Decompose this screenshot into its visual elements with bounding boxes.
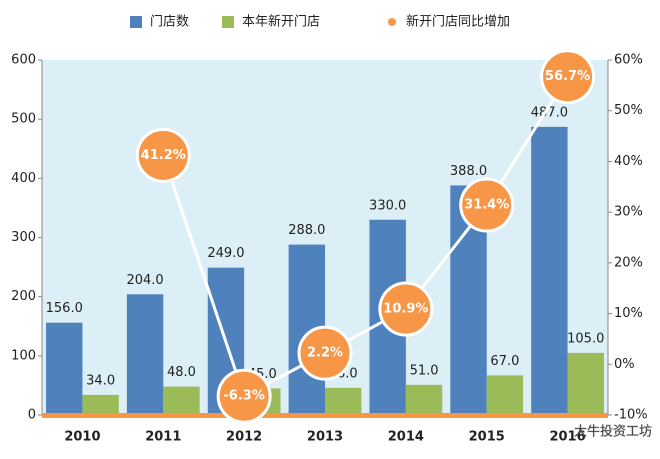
- bar: [126, 294, 164, 415]
- x-tick-label: 2016: [549, 430, 585, 445]
- bar-value-label: 388.0: [450, 164, 487, 179]
- bar: [82, 394, 119, 415]
- y-tick-label: 500: [11, 112, 36, 127]
- point-value-label: 10.9%: [383, 302, 428, 317]
- point-value-label: 41.2%: [141, 148, 186, 163]
- bar: [163, 386, 200, 415]
- y2-tick-label: 20%: [614, 255, 643, 270]
- bar: [486, 375, 524, 415]
- y2-tick-label: 60%: [614, 53, 643, 68]
- y2-tick-label: 50%: [614, 103, 643, 118]
- y2-tick-label: 10%: [614, 306, 643, 321]
- bar-value-label: 487.0: [531, 105, 568, 120]
- legend-label: 本年新开门店: [242, 14, 320, 30]
- x-tick-label: 2010: [64, 430, 100, 445]
- y-tick-label: 100: [11, 348, 36, 363]
- legend-label: 门店数: [150, 15, 189, 30]
- line-point: [540, 49, 596, 105]
- point-value-label: 31.4%: [464, 198, 509, 213]
- bar-value-label: 51.0: [410, 363, 439, 378]
- point-value-label: 56.7%: [545, 69, 590, 84]
- bar-value-label: 288.0: [288, 223, 325, 238]
- bar: [405, 384, 443, 415]
- point-value-label: 2.2%: [307, 346, 343, 361]
- bar-value-label: 67.0: [490, 354, 519, 369]
- x-tick-label: 2014: [388, 430, 424, 445]
- x-axis-band: [42, 413, 608, 418]
- x-tick-label: 2015: [469, 430, 505, 445]
- line-point: [459, 177, 515, 233]
- bar-value-label: 105.0: [567, 331, 604, 346]
- bar: [325, 387, 362, 415]
- y-tick-label: 0: [28, 408, 36, 423]
- y2-tick-label: 30%: [614, 205, 643, 220]
- watermark: 大牛投资工坊: [574, 424, 652, 440]
- bar: [46, 322, 83, 415]
- y-tick-label: 600: [11, 53, 36, 68]
- x-tick-label: 2011: [145, 430, 181, 445]
- y-tick-label: 400: [11, 171, 36, 186]
- bar-value-label: 48.0: [167, 365, 196, 380]
- bar-value-label: 156.0: [46, 301, 83, 316]
- line-point: [135, 127, 191, 183]
- bar-value-label: 249.0: [207, 246, 244, 261]
- y-tick-label: 300: [11, 230, 36, 245]
- point-value-label: -6.3%: [223, 389, 264, 404]
- legend-swatch: [388, 18, 396, 26]
- bar: [567, 352, 604, 415]
- y-tick-label: 200: [11, 289, 36, 304]
- legend-swatch: [222, 16, 234, 28]
- y2-tick-label: 40%: [614, 154, 643, 169]
- legend-label: 新开门店同比增加: [406, 14, 510, 30]
- bar-value-label: 330.0: [369, 198, 406, 213]
- x-tick-label: 2013: [307, 430, 343, 445]
- bar: [531, 126, 568, 415]
- line-point: [297, 325, 353, 381]
- legend-swatch: [130, 16, 142, 28]
- y2-tick-label: 0%: [614, 357, 635, 372]
- line-point: [216, 368, 272, 424]
- y2-tick-label: -10%: [614, 408, 648, 423]
- line-point: [378, 281, 434, 337]
- bar-value-label: 34.0: [86, 373, 115, 388]
- x-tick-label: 2012: [226, 430, 262, 445]
- bar-value-label: 204.0: [126, 273, 163, 288]
